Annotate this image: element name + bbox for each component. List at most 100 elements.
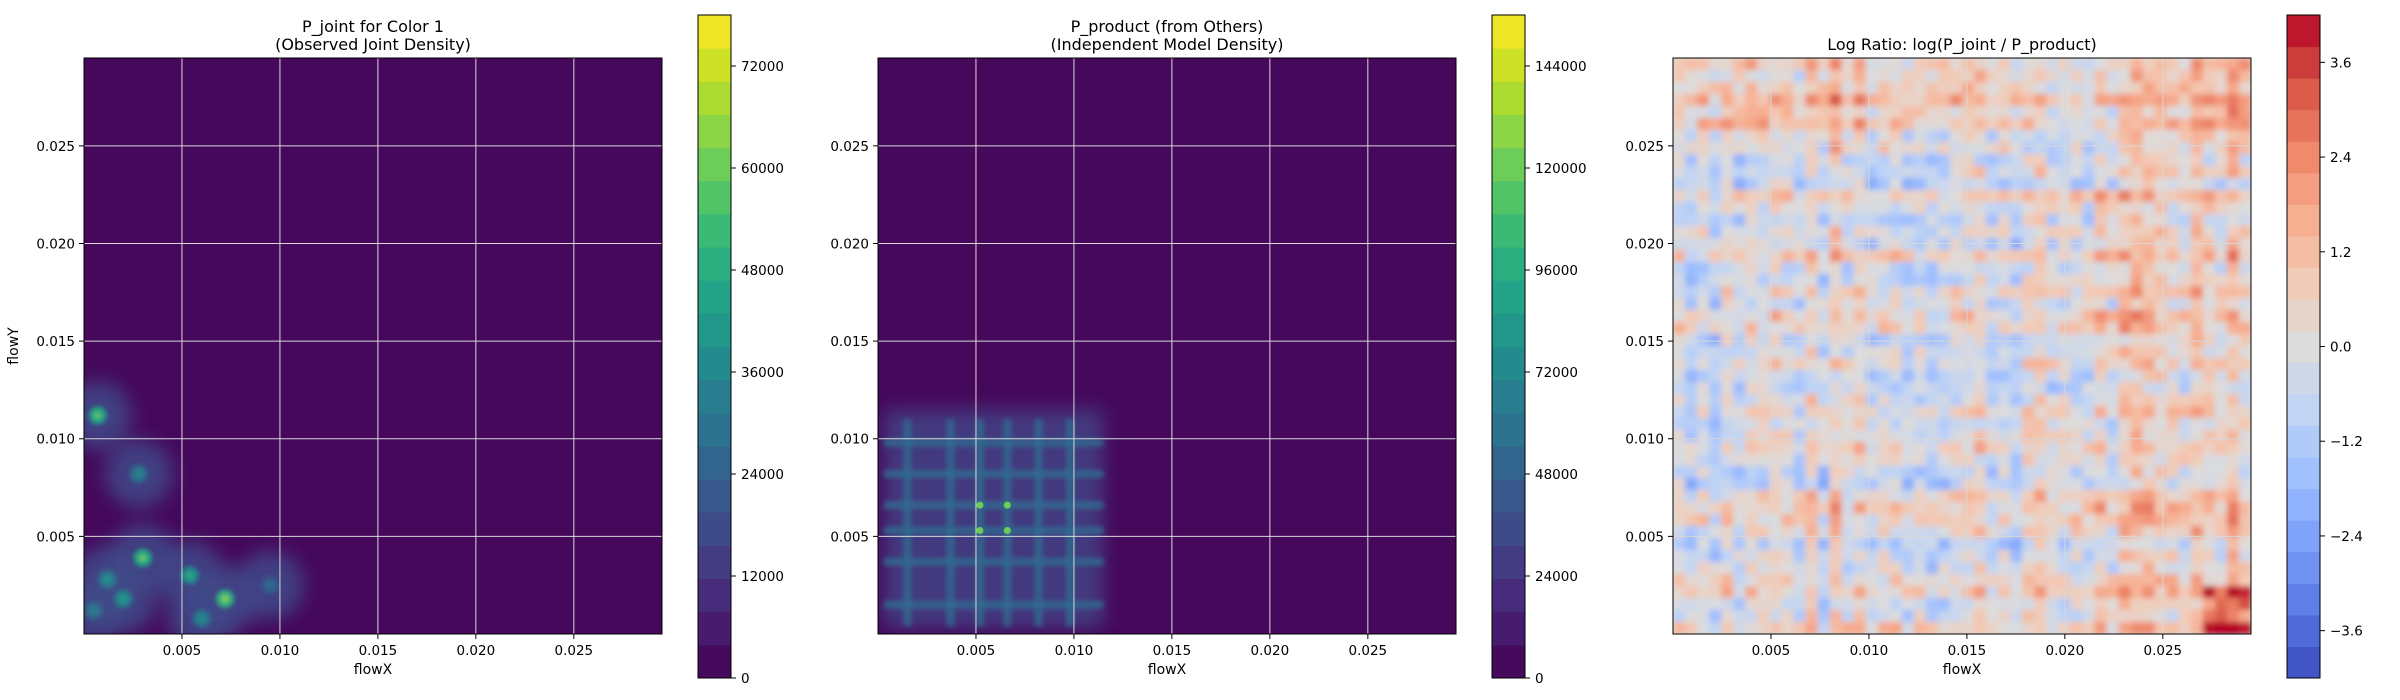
ratio-cell: [2094, 250, 2108, 263]
ratio-cell: [2154, 490, 2168, 503]
ratio-cell: [1877, 394, 1891, 407]
ratio-cell: [1721, 610, 1734, 623]
ratio-cell: [2190, 622, 2204, 634]
ratio-cell: [1949, 202, 1963, 215]
marginal-y-band-2: [883, 526, 1104, 535]
ratio-cell: [2142, 454, 2156, 467]
ratio-cell: [1829, 490, 1843, 503]
ratio-cell: [1793, 82, 1807, 95]
ratio-cell: [2130, 82, 2144, 95]
ratio-cell: [1925, 370, 1939, 383]
ratio-cell: [2034, 442, 2047, 455]
ratio-cell: [2202, 346, 2216, 359]
ratio-cell: [1685, 562, 1698, 575]
ratio-cell: [1781, 166, 1795, 179]
ratio-cell: [2070, 514, 2084, 527]
ratio-cell: [1697, 262, 1710, 275]
ratio-cell: [1913, 550, 1927, 563]
ratio-cell: [1889, 550, 1903, 563]
ratio-cell: [1949, 70, 1963, 83]
ratio-cell: [2154, 574, 2168, 587]
ratio-cell: [1685, 418, 1698, 431]
ratio-cell: [1841, 58, 1855, 71]
ratio-cell: [1685, 262, 1698, 275]
ratio-cell: [1865, 274, 1879, 287]
ratio-cell: [1986, 166, 1999, 179]
ratio-cell: [1853, 418, 1867, 431]
ratio-cell: [1769, 562, 1782, 575]
ratio-cell: [2178, 358, 2192, 371]
ratio-cell: [1877, 370, 1891, 383]
ratio-cell: [1769, 574, 1782, 587]
ratio-cell: [2154, 430, 2168, 443]
ratio-cell: [2118, 106, 2132, 119]
y-tick-label: 0.025: [830, 139, 869, 155]
ratio-cell: [2022, 490, 2035, 503]
ratio-cell: [2010, 214, 2023, 227]
ratio-cell: [2166, 226, 2180, 239]
ratio-cell: [2238, 502, 2251, 515]
ratio-cell: [2238, 610, 2251, 623]
ratio-cell: [1673, 490, 1686, 503]
ratio-cell: [2154, 394, 2168, 407]
ratio-cell: [1949, 550, 1963, 563]
ratio-cell: [1901, 610, 1915, 623]
ratio-cell: [2166, 322, 2180, 335]
ratio-cell: [1829, 214, 1843, 227]
ratio-cell: [2106, 562, 2120, 575]
ratio-cell: [2070, 322, 2084, 335]
ratio-cell: [1673, 310, 1686, 323]
ratio-cell: [1962, 166, 1975, 179]
ratio-cell: [1937, 562, 1951, 575]
ratio-cell: [2178, 310, 2192, 323]
ratio-cell: [1865, 466, 1879, 479]
ratio-cell: [1974, 130, 1987, 143]
ratio-cell: [2094, 598, 2108, 611]
ratio-cell: [2130, 562, 2144, 575]
ratio-cell: [1829, 574, 1843, 587]
ratio-cell: [2238, 298, 2251, 311]
ratio-cell: [2154, 610, 2168, 623]
ratio-cell: [2034, 178, 2047, 191]
ratio-cell: [2070, 94, 2084, 107]
ratio-cell: [2118, 334, 2132, 347]
ratio-cell: [2070, 202, 2084, 215]
marginal-x-band-5: [1066, 419, 1075, 627]
ratio-cell: [1721, 334, 1734, 347]
ratio-cell: [1974, 190, 1987, 203]
ratio-cell: [1962, 94, 1975, 107]
ratio-cell: [1697, 598, 1710, 611]
ratio-cell: [2238, 370, 2251, 383]
ratio-cell: [2082, 250, 2096, 263]
ratio-cell: [2142, 310, 2156, 323]
ratio-cell: [2190, 598, 2204, 611]
ratio-cell: [1974, 70, 1987, 83]
ratio-cell: [1745, 70, 1758, 83]
marginal-y-band-0: [883, 600, 1104, 609]
ratio-cell: [2034, 322, 2047, 335]
ratio-cell: [2190, 430, 2204, 443]
ratio-cell: [2022, 178, 2035, 191]
ratio-cell: [1998, 214, 2011, 227]
ratio-cell: [1962, 130, 1975, 143]
ratio-cell: [2034, 550, 2047, 563]
ratio-cell: [2214, 562, 2228, 575]
ratio-cell: [1925, 466, 1939, 479]
ratio-cell: [1721, 550, 1734, 563]
ratio-cell: [2022, 466, 2035, 479]
ratio-cell: [1817, 442, 1831, 455]
ratio-cell: [1745, 502, 1758, 515]
ratio-cell: [1962, 394, 1975, 407]
ratio-cell: [2130, 202, 2144, 215]
ratio-cell: [1721, 478, 1734, 491]
ratio-cell: [2118, 430, 2132, 443]
ratio-cell: [1829, 202, 1843, 215]
ratio-cell: [1913, 154, 1927, 167]
ratio-cell: [1998, 610, 2011, 623]
colorbar-tick-label: 12000: [741, 569, 784, 585]
ratio-cell: [2094, 430, 2108, 443]
ratio-cell: [2166, 502, 2180, 515]
ratio-cell: [1709, 478, 1722, 491]
ratio-cell: [2082, 238, 2096, 251]
ratio-cell: [2022, 262, 2035, 275]
